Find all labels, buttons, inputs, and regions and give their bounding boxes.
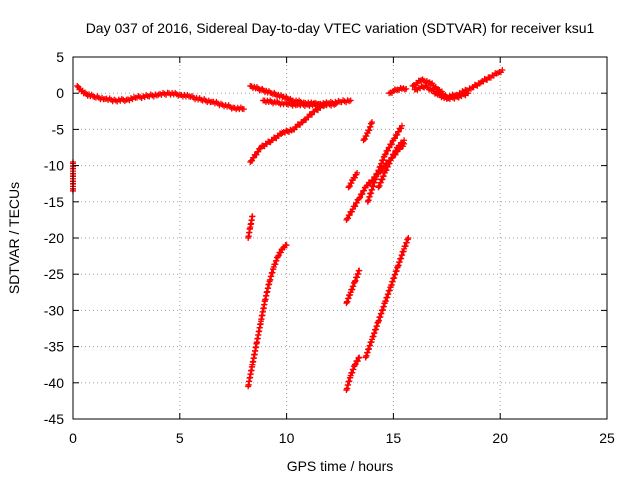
data-point: [381, 151, 388, 158]
data-point: [345, 215, 352, 222]
data-point: [403, 85, 410, 92]
y-tick-label: -30: [44, 302, 64, 318]
x-tick-label: 25: [599, 430, 615, 446]
data-point: [361, 136, 368, 143]
data-point: [384, 147, 391, 154]
y-tick-label: 0: [56, 85, 64, 101]
data-point: [354, 358, 361, 365]
data-point: [347, 97, 354, 104]
data-point: [398, 122, 405, 129]
x-tick-label: 10: [279, 430, 295, 446]
data-point: [388, 155, 395, 162]
data-point: [249, 157, 256, 164]
y-tick-label: -45: [44, 411, 64, 427]
data-point: [240, 106, 247, 113]
y-tick-label: -10: [44, 158, 64, 174]
data-point: [80, 90, 87, 97]
data-point: [363, 133, 370, 140]
data-point: [257, 86, 264, 93]
grid-lines: [73, 57, 607, 419]
data-point: [419, 83, 426, 90]
x-tick-labels: 0 5 10 15 20 25: [69, 430, 615, 446]
data-point: [322, 101, 329, 108]
data-point: [386, 144, 393, 151]
data-point: [253, 151, 260, 158]
data-point: [351, 174, 358, 181]
data-point: [277, 249, 284, 256]
data-point: [250, 154, 257, 161]
data-point: [394, 131, 401, 138]
data-point: [249, 213, 256, 220]
data-point: [393, 147, 400, 154]
y-tick-label: -5: [52, 121, 65, 137]
data-point: [308, 111, 315, 118]
chart-title: Day 037 of 2016, Sidereal Day-to-day VTE…: [86, 20, 595, 36]
x-tick-label: 5: [176, 430, 184, 446]
data-point: [391, 151, 398, 158]
x-tick-label: 20: [492, 430, 508, 446]
x-tick-label: 0: [69, 430, 77, 446]
data-point: [382, 151, 389, 158]
data-point: [356, 195, 363, 202]
data-point: [361, 187, 368, 194]
data-point: [465, 90, 472, 97]
y-tick-label: -20: [44, 230, 64, 246]
data-point: [346, 183, 353, 190]
data-point: [354, 169, 361, 176]
y-tick-labels: 5 0 -5 -10 -15 -20 -25 -30 -35 -40 -45: [44, 49, 64, 427]
x-tick-label: 15: [386, 430, 402, 446]
data-point: [369, 119, 376, 126]
y-tick-label: -35: [44, 339, 64, 355]
data-point: [401, 137, 408, 144]
data-point: [388, 141, 395, 148]
y-tick-label: -15: [44, 194, 64, 210]
y-tick-label: 5: [56, 49, 64, 65]
data-point: [348, 180, 355, 187]
data-point: [357, 194, 364, 201]
data-point: [364, 182, 371, 189]
data-point: [352, 203, 359, 210]
data-point: [389, 154, 396, 161]
data-points: [70, 67, 506, 394]
data-point: [356, 267, 363, 274]
data-point: [495, 69, 502, 76]
y-axis-label: SDTVAR / TECUs: [6, 182, 22, 294]
data-point: [353, 199, 360, 206]
data-point: [356, 354, 363, 361]
y-tick-label: -40: [44, 375, 64, 391]
data-point: [396, 142, 403, 149]
x-axis-label: GPS time / hours: [287, 458, 394, 474]
data-point: [255, 148, 262, 155]
data-point: [395, 128, 402, 135]
y-tick-label: -25: [44, 266, 64, 282]
data-point: [352, 361, 359, 368]
data-point: [74, 82, 81, 89]
data-point: [275, 252, 282, 259]
data-point: [359, 190, 366, 197]
data-point: [257, 145, 264, 152]
data-point: [405, 235, 412, 241]
data-point: [346, 212, 353, 219]
data-point: [499, 67, 506, 74]
data-point: [434, 91, 441, 98]
data-point: [283, 242, 290, 249]
axis-ticks: [72, 56, 608, 420]
data-point: [391, 135, 398, 142]
